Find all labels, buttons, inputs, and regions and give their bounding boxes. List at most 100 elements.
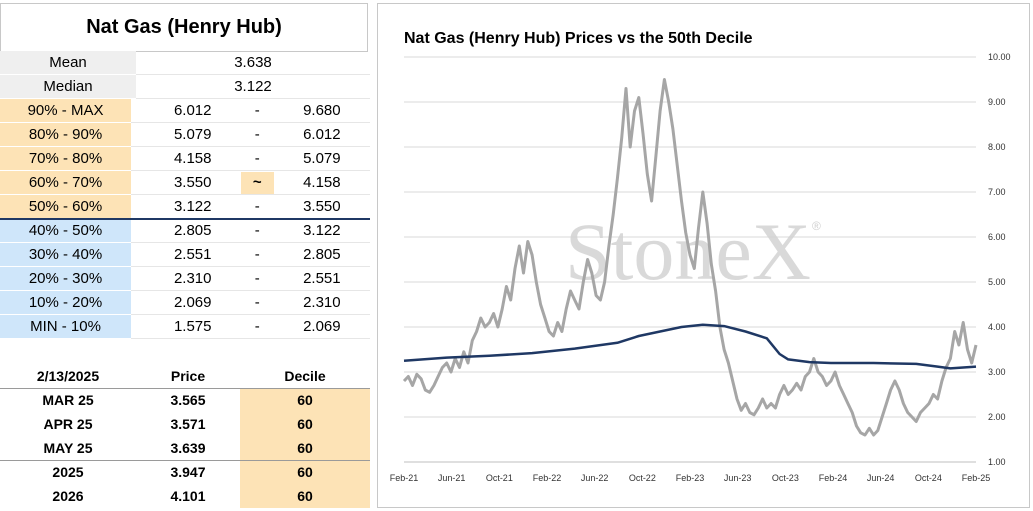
registered-mark: ® bbox=[812, 219, 821, 233]
decile-high: 2.069 bbox=[303, 318, 341, 335]
decile-high: 4.158 bbox=[303, 174, 341, 191]
x-tick-label: Feb-22 bbox=[533, 473, 562, 483]
x-tick-label: Oct-24 bbox=[915, 473, 942, 483]
decile-row: 40% - 50% 2.805 - 3.122 bbox=[0, 218, 370, 243]
median-label: Median bbox=[0, 74, 136, 99]
decile-low: 5.079 bbox=[173, 126, 212, 143]
futures-decile: 60 bbox=[240, 484, 370, 508]
decile-label: 40% - 50% bbox=[0, 218, 132, 243]
decile-separator: - bbox=[254, 270, 260, 287]
y-tick-label: 5.00 bbox=[988, 277, 1006, 287]
decile-label: MIN - 10% bbox=[0, 314, 132, 339]
y-tick-label: 2.00 bbox=[988, 412, 1006, 422]
decile-separator: - bbox=[254, 126, 260, 143]
y-tick-label: 4.00 bbox=[988, 322, 1006, 332]
chart-title: Nat Gas (Henry Hub) Prices vs the 50th D… bbox=[404, 30, 753, 47]
decile-high: 2.310 bbox=[303, 294, 341, 311]
y-tick-label: 1.00 bbox=[988, 457, 1006, 467]
decile-high: 9.680 bbox=[303, 102, 341, 119]
decile-low: 2.069 bbox=[173, 294, 212, 311]
x-tick-label: Jun-24 bbox=[867, 473, 895, 483]
x-tick-label: Feb-24 bbox=[819, 473, 848, 483]
y-tick-label: 8.00 bbox=[988, 142, 1006, 152]
decile-separator: - bbox=[254, 102, 260, 119]
decile-label: 50% - 60% bbox=[0, 194, 132, 219]
decile-low: 3.122 bbox=[173, 198, 212, 215]
futures-row: 2026 4.101 60 bbox=[0, 484, 370, 508]
y-tick-label: 3.00 bbox=[988, 367, 1006, 377]
decile-low: 4.158 bbox=[173, 150, 212, 167]
futures-decile-header: Decile bbox=[284, 368, 326, 384]
x-tick-label: Feb-25 bbox=[962, 473, 991, 483]
x-tick-label: Oct-23 bbox=[772, 473, 799, 483]
decile-label: 80% - 90% bbox=[0, 122, 132, 147]
median-row: Median 3.122 bbox=[0, 74, 370, 99]
decile-row: 70% - 80% 4.158 - 5.079 bbox=[0, 146, 370, 171]
x-tick-label: Feb-23 bbox=[676, 473, 705, 483]
y-tick-label: 10.00 bbox=[988, 52, 1011, 62]
decile-separator: - bbox=[254, 222, 260, 239]
futures-price: 3.639 bbox=[170, 440, 206, 456]
decile-row: 80% - 90% 5.079 - 6.012 bbox=[0, 122, 370, 147]
henry-hub-price-line bbox=[402, 78, 978, 437]
futures-row: 2025 3.947 60 bbox=[0, 460, 370, 484]
futures-contract: MAY 25 bbox=[43, 440, 93, 456]
futures-price: 3.947 bbox=[170, 464, 206, 480]
decile-separator: - bbox=[254, 294, 260, 311]
decile-high: 5.079 bbox=[303, 150, 341, 167]
decile-row: 90% - MAX 6.012 - 9.680 bbox=[0, 98, 370, 123]
price-chart: Nat Gas (Henry Hub) Prices vs the 50th D… bbox=[390, 30, 1011, 483]
median-divider bbox=[0, 218, 370, 220]
mean-value: 3.638 bbox=[234, 54, 272, 71]
futures-price-header: Price bbox=[170, 368, 206, 384]
decile-label: 60% - 70% bbox=[0, 170, 132, 195]
y-tick-label: 7.00 bbox=[988, 187, 1006, 197]
decile-separator: - bbox=[254, 150, 260, 167]
y-tick-label: 6.00 bbox=[988, 232, 1006, 242]
x-tick-label: Feb-21 bbox=[390, 473, 419, 483]
decile-low: 3.550 bbox=[173, 174, 212, 191]
y-tick-label: 9.00 bbox=[988, 97, 1006, 107]
x-tick-label: Jun-23 bbox=[724, 473, 752, 483]
decile-row: 50% - 60% 3.122 - 3.550 bbox=[0, 194, 370, 219]
decile-label: 20% - 30% bbox=[0, 266, 132, 291]
futures-decile: 60 bbox=[240, 412, 370, 436]
futures-row: MAY 25 3.639 60 bbox=[0, 436, 370, 460]
futures-separator bbox=[0, 460, 370, 461]
futures-price: 4.101 bbox=[170, 488, 206, 504]
futures-header: 2/13/2025 Price Decile bbox=[0, 364, 370, 388]
decile-high: 2.805 bbox=[303, 246, 341, 263]
futures-decile: 60 bbox=[240, 388, 370, 412]
futures-row: APR 25 3.571 60 bbox=[0, 412, 370, 436]
median-value: 3.122 bbox=[234, 78, 272, 95]
mean-row: Mean 3.638 bbox=[0, 50, 370, 75]
decile-high: 2.551 bbox=[303, 270, 341, 287]
decile-panel: Nat Gas (Henry Hub) Mean 3.638 Median 3.… bbox=[0, 0, 370, 511]
median-decile-line bbox=[403, 323, 977, 370]
decile-high: 6.012 bbox=[303, 126, 341, 143]
decile-separator: - bbox=[254, 198, 260, 215]
futures-contract: MAR 25 bbox=[42, 392, 94, 408]
decile-low: 1.575 bbox=[173, 318, 212, 335]
futures-contract: 2026 bbox=[52, 488, 84, 504]
decile-separator: ~ bbox=[240, 171, 274, 194]
futures-contract: 2025 bbox=[52, 464, 84, 480]
decile-row: 60% - 70% 3.550 ~4.158 bbox=[0, 170, 370, 195]
futures-decile: 60 bbox=[240, 436, 370, 460]
futures-contract: APR 25 bbox=[43, 416, 93, 432]
decile-low: 6.012 bbox=[173, 102, 212, 119]
futures-row: MAR 25 3.565 60 bbox=[0, 388, 370, 412]
x-tick-label: Oct-21 bbox=[486, 473, 513, 483]
decile-label: 30% - 40% bbox=[0, 242, 132, 267]
decile-separator: - bbox=[254, 318, 260, 335]
chart-panel: Nat Gas (Henry Hub) Prices vs the 50th D… bbox=[377, 3, 1030, 508]
decile-label: 90% - MAX bbox=[0, 98, 132, 123]
decile-separator: - bbox=[254, 246, 260, 263]
decile-label: 10% - 20% bbox=[0, 290, 132, 315]
futures-price: 3.565 bbox=[170, 392, 206, 408]
decile-high: 3.550 bbox=[303, 198, 341, 215]
futures-date: 2/13/2025 bbox=[36, 368, 100, 384]
panel-title: Nat Gas (Henry Hub) bbox=[0, 3, 368, 52]
decile-low: 2.551 bbox=[173, 246, 212, 263]
decile-high: 3.122 bbox=[303, 222, 341, 239]
